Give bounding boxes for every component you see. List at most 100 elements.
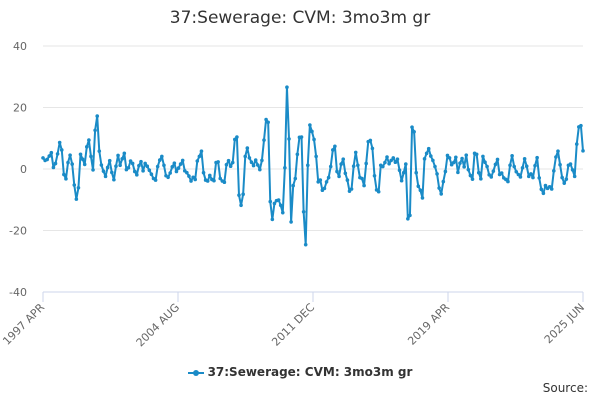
data-point	[187, 174, 191, 178]
data-point	[522, 157, 527, 161]
data-point	[272, 201, 277, 206]
data-point	[266, 120, 270, 125]
data-point	[239, 203, 243, 208]
data-point	[314, 154, 318, 159]
data-point	[87, 138, 91, 142]
data-point	[533, 163, 537, 168]
data-point	[431, 158, 435, 163]
data-point	[74, 197, 79, 201]
data-point	[118, 163, 122, 168]
data-point	[97, 149, 102, 153]
data-point	[418, 188, 423, 193]
data-point	[201, 170, 206, 175]
source-credit: Source:	[542, 381, 588, 395]
data-point	[337, 174, 341, 179]
data-point	[235, 135, 239, 139]
data-point	[255, 163, 260, 167]
x-tick-label: 2011 DEC	[269, 301, 317, 349]
data-point	[514, 169, 519, 174]
data-point	[147, 168, 152, 173]
data-point	[268, 199, 273, 204]
data-point	[399, 178, 404, 183]
data-point	[189, 179, 193, 183]
data-point	[512, 164, 516, 169]
data-point	[416, 184, 421, 189]
data-point	[291, 183, 295, 188]
data-point	[443, 169, 448, 174]
data-point	[245, 146, 250, 150]
data-point	[335, 169, 339, 174]
data-point	[481, 154, 485, 159]
legend[interactable]: 37:Sewerage: CVM: 3mo3m gr	[0, 365, 600, 379]
data-point	[199, 149, 204, 153]
data-point	[554, 155, 558, 159]
data-point	[364, 161, 368, 166]
data-point	[218, 176, 223, 181]
data-point	[105, 165, 110, 170]
data-point	[345, 178, 350, 182]
data-point	[524, 164, 529, 169]
data-point	[145, 164, 150, 169]
data-point	[543, 183, 548, 188]
data-point	[222, 180, 227, 185]
data-point	[370, 146, 375, 151]
data-point	[312, 137, 316, 142]
data-point	[283, 165, 287, 170]
data-point	[479, 177, 483, 181]
data-point	[59, 148, 64, 152]
data-point	[353, 150, 358, 155]
data-point	[574, 142, 579, 146]
y-tick-label: 20	[13, 102, 27, 115]
data-point	[237, 193, 241, 197]
data-point	[205, 179, 210, 183]
data-point	[141, 169, 145, 173]
data-point	[120, 157, 125, 161]
data-point	[391, 156, 396, 160]
data-point	[68, 153, 72, 157]
data-point	[47, 154, 52, 158]
data-point	[549, 187, 554, 191]
data-point	[51, 165, 56, 170]
data-point	[157, 158, 162, 162]
data-point	[439, 192, 444, 196]
data-point	[91, 168, 95, 172]
data-point	[381, 164, 385, 169]
data-point	[581, 149, 585, 153]
x-axis: 1997 APR 2004 AUG 2011 DEC 2019 APR 2025 JUN	[0, 291, 587, 349]
data-point	[103, 174, 108, 179]
data-point	[568, 162, 573, 166]
data-point	[445, 153, 450, 158]
data-point	[116, 153, 120, 158]
data-point	[216, 160, 220, 164]
data-point	[351, 164, 356, 169]
data-point	[572, 174, 577, 179]
data-point	[299, 135, 304, 139]
data-point	[208, 173, 212, 178]
data-point	[447, 156, 452, 160]
series-path	[42, 86, 584, 246]
data-point	[426, 146, 431, 151]
data-point	[343, 171, 348, 176]
data-point	[155, 164, 160, 169]
data-point	[64, 177, 68, 181]
data-point	[308, 123, 312, 127]
data-point	[483, 160, 487, 165]
data-point	[95, 114, 100, 118]
data-point	[326, 175, 331, 180]
data-point	[278, 203, 283, 208]
x-tick-label: 2019 APR	[405, 301, 452, 348]
data-point	[260, 158, 264, 163]
data-point	[139, 159, 143, 164]
data-point	[247, 156, 252, 160]
data-point	[485, 164, 489, 169]
data-point	[80, 157, 85, 161]
data-point	[301, 209, 306, 214]
data-point	[541, 191, 546, 196]
series-line	[42, 86, 584, 246]
data-point	[212, 178, 216, 183]
x-tick-label: 1997 APR	[0, 301, 47, 348]
data-point	[535, 155, 539, 160]
data-point	[460, 156, 464, 161]
data-point	[270, 217, 275, 222]
